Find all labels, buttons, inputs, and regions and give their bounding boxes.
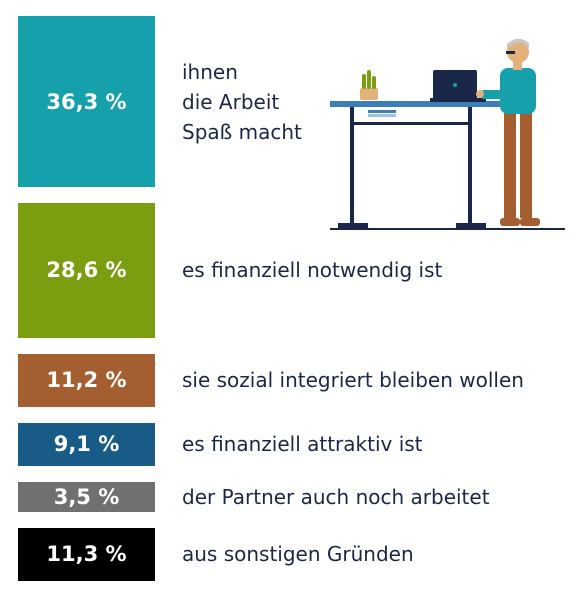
category-label-0: ihnen die Arbeit Spaß macht [182,59,302,144]
bar-3: 9,1 % [18,422,155,466]
category-label-3: es finanziell attraktiv ist [182,432,423,457]
category-label-5: aus sonstigen Gründen [182,542,414,567]
bar-value-2: 11,2 % [46,368,127,393]
bar-value-1: 28,6 % [46,258,127,283]
category-label-2: sie sozial integriert bleiben wollen [182,368,524,393]
bar-value-3: 9,1 % [53,432,120,457]
bar-value-0: 36,3 % [46,89,127,114]
bar-5: 11,3 % [18,527,155,581]
bar-0: 36,3 % [18,16,155,188]
man-at-standing-desk-illustration [330,38,565,230]
category-label-1: es finanziell notwendig ist [182,258,443,283]
category-label-4: der Partner auch noch arbeitet [182,484,490,509]
bar-2: 11,2 % [18,353,155,407]
bar-4: 3,5 % [18,481,155,512]
bar-value-4: 3,5 % [53,484,120,509]
bar-value-5: 11,3 % [46,542,127,567]
bar-1: 28,6 % [18,203,155,338]
